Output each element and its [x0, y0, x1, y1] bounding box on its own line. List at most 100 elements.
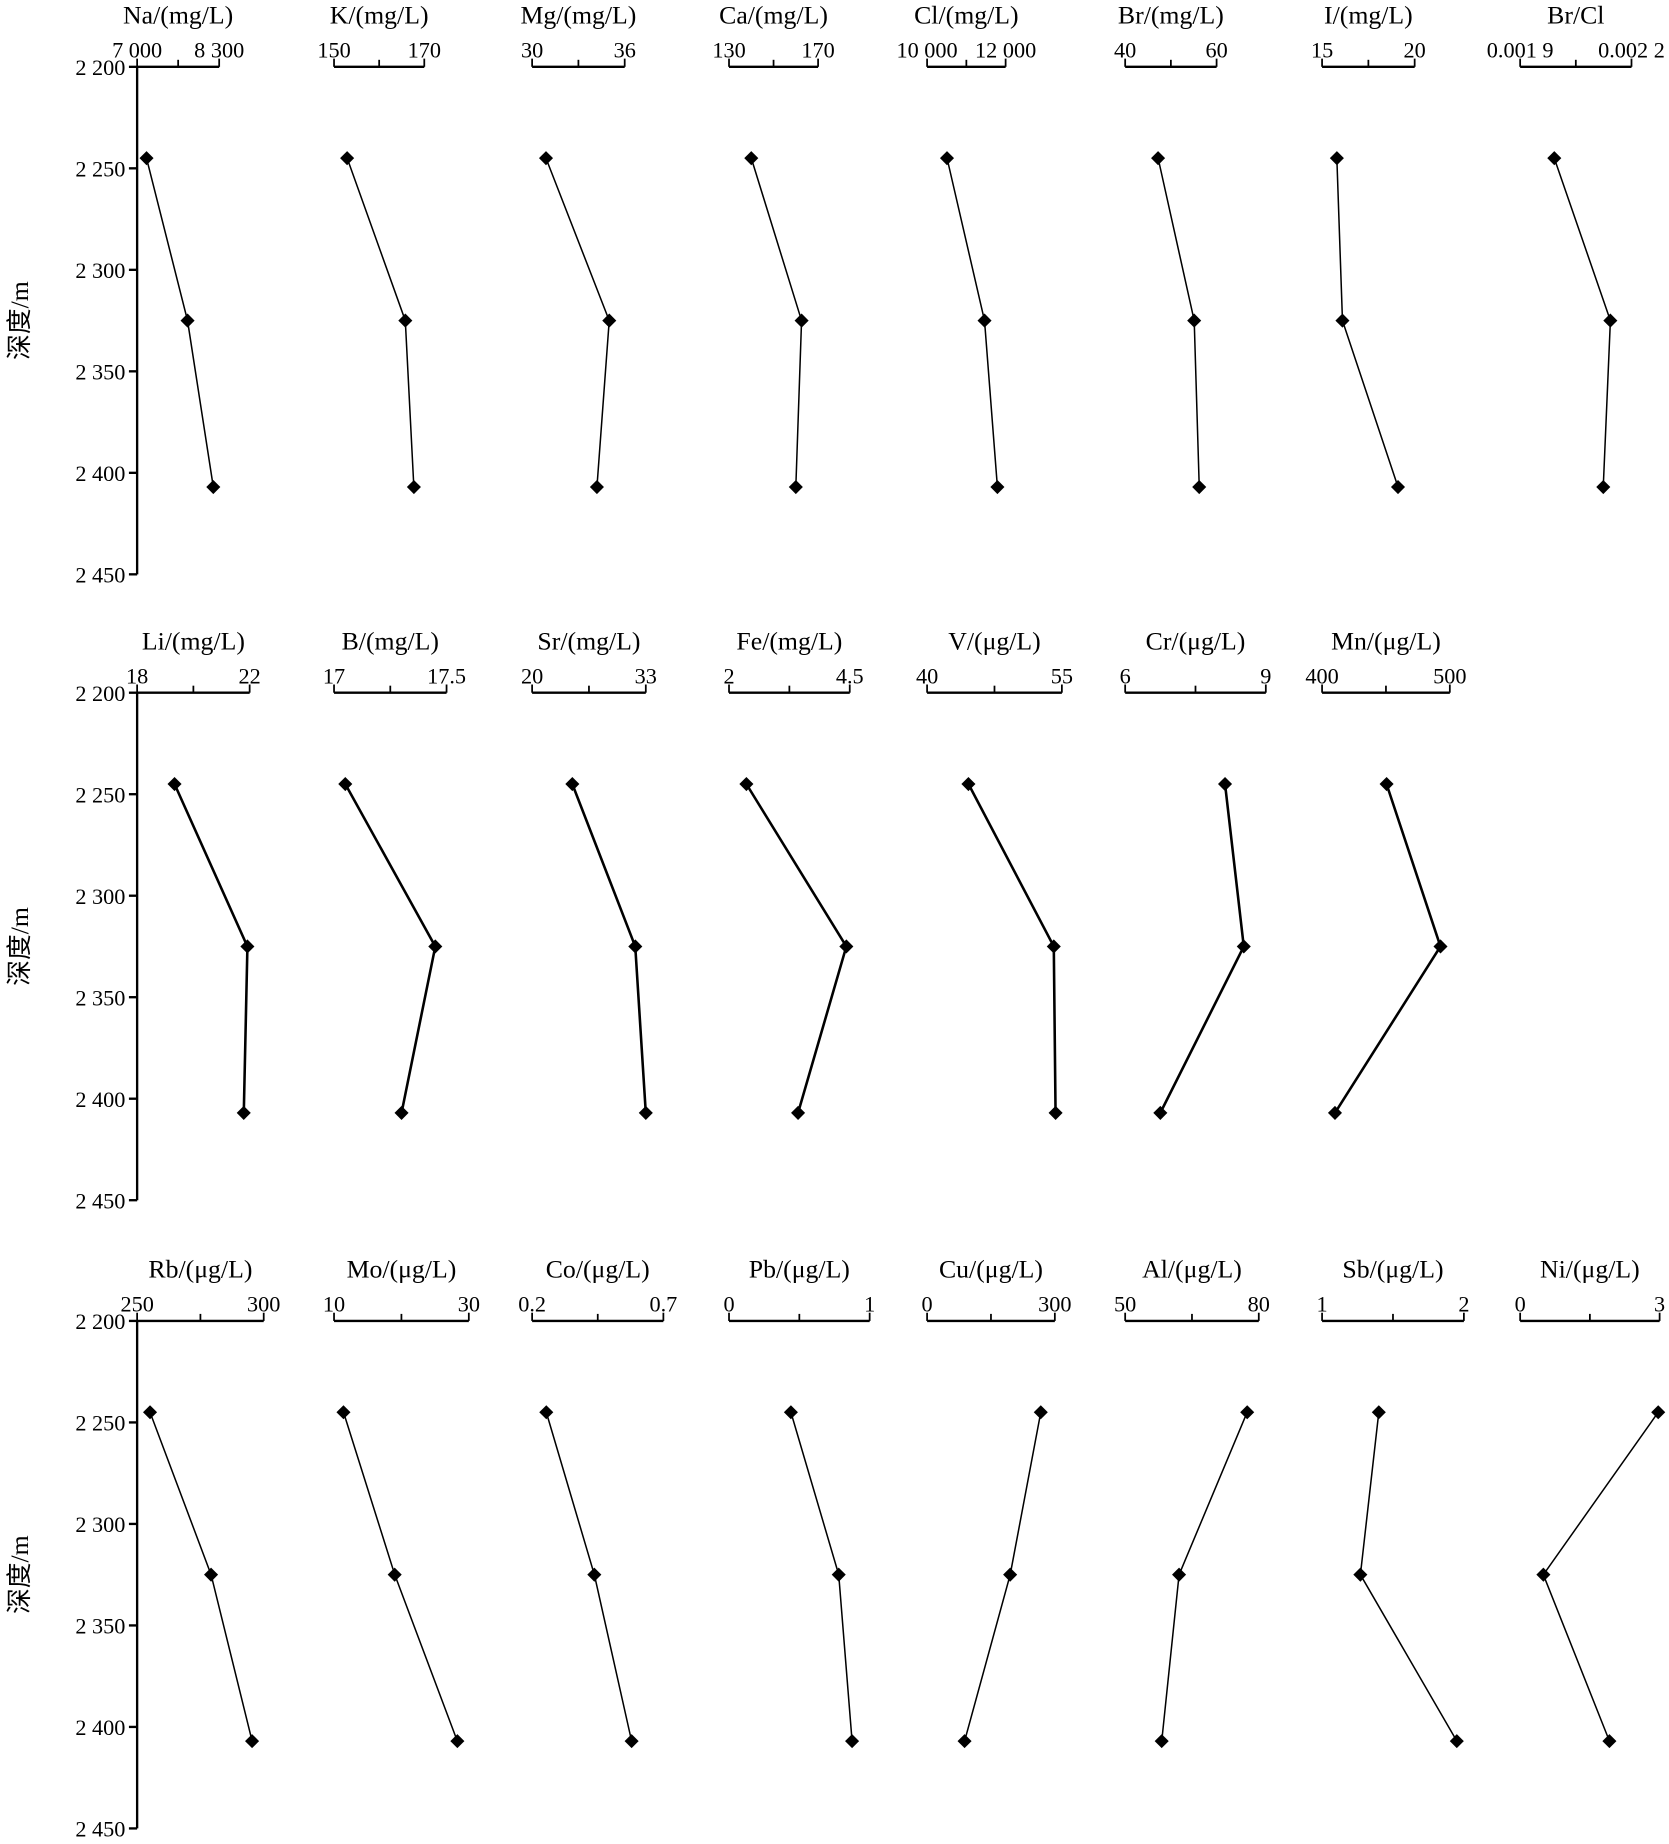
data-point: [336, 1405, 351, 1420]
panel-title: Ca/(mg/L): [719, 0, 828, 29]
x-tick-label: 18: [126, 663, 148, 688]
x-tick-label: 400: [1305, 663, 1338, 688]
data-point: [1390, 480, 1406, 495]
panel-title: Br/(mg/L): [1118, 0, 1224, 29]
y-tick-label: 2 350: [75, 1614, 125, 1639]
data-point: [204, 1567, 219, 1582]
y-tick-label: 2 300: [75, 1512, 125, 1537]
data-point: [977, 313, 992, 328]
data-point: [1371, 1405, 1386, 1420]
data-point: [1003, 1567, 1018, 1582]
panel-title: Sb/(μg/L): [1342, 1255, 1443, 1284]
data-point: [1547, 151, 1562, 166]
profile-line: [745, 783, 848, 1114]
x-tick-label: 7 000: [112, 37, 162, 62]
data-point: [1327, 1105, 1343, 1120]
data-point: [206, 480, 221, 495]
data-point: [1379, 777, 1394, 792]
panel-title: Mn/(μg/L): [1331, 626, 1441, 655]
data-point: [961, 777, 976, 792]
data-point: [236, 1105, 251, 1120]
x-tick-label: 0: [922, 1292, 933, 1317]
panel-title: B/(mg/L): [342, 626, 439, 655]
x-tick-label: 0: [1515, 1292, 1526, 1317]
data-point: [1046, 939, 1061, 954]
panel-title: Cu/(μg/L): [939, 1255, 1043, 1284]
x-tick-label: 0.001 9: [1487, 37, 1554, 62]
x-tick-label: 30: [458, 1292, 480, 1317]
profile-line: [149, 1411, 253, 1742]
x-tick-label: 60: [1205, 37, 1227, 62]
data-point: [939, 151, 955, 166]
x-tick-label: 2: [723, 663, 734, 688]
y-tick-label: 2 350: [75, 985, 125, 1010]
panel-title: Fe/(mg/L): [736, 626, 842, 655]
x-tick-label: 12 000: [975, 37, 1036, 62]
y-tick-label: 2 450: [75, 1817, 125, 1839]
panel-title: Na/(mg/L): [123, 0, 233, 29]
x-tick-label: 40: [916, 663, 938, 688]
x-tick-label: 30: [521, 37, 543, 62]
profile-line: [342, 1412, 459, 1742]
data-point: [1651, 1405, 1666, 1420]
data-point: [1603, 313, 1618, 328]
data-point: [1433, 939, 1448, 954]
profile-line: [1333, 783, 1442, 1114]
profile-line: [173, 783, 249, 1113]
profile-line: [145, 157, 215, 488]
profile-line: [750, 157, 803, 488]
profile-line: [946, 157, 999, 488]
data-point: [589, 480, 604, 495]
x-tick-label: 170: [408, 37, 441, 62]
panel-title: K/(mg/L): [330, 0, 429, 29]
x-tick-label: 250: [120, 1292, 153, 1317]
y-tick-label: 2 250: [75, 782, 125, 807]
profile-line: [963, 1412, 1042, 1742]
panel-title: Sr/(mg/L): [537, 626, 640, 655]
x-tick-label: 10 000: [896, 37, 957, 62]
panel-title: Ni/(μg/L): [1540, 1255, 1640, 1284]
x-tick-label: 9: [1260, 663, 1271, 688]
y-tick-label: 2 400: [75, 461, 125, 486]
x-tick-label: 0.2: [518, 1292, 546, 1317]
profile-line: [1542, 1411, 1659, 1742]
data-point: [839, 939, 854, 954]
x-tick-label: 1: [1317, 1292, 1328, 1317]
x-tick-label: 40: [1114, 37, 1136, 62]
x-tick-label: 15: [1311, 37, 1333, 62]
y-axis-label: 深度/m: [5, 281, 34, 360]
x-tick-label: 0.002 2: [1598, 37, 1665, 62]
data-point: [1033, 1405, 1048, 1420]
data-point: [1602, 1734, 1617, 1749]
y-axis-label: 深度/m: [5, 907, 34, 986]
x-tick-label: 130: [712, 37, 745, 62]
x-tick-label: 2: [1458, 1292, 1469, 1317]
panel-title: Pb/(μg/L): [749, 1255, 850, 1284]
x-tick-label: 0.7: [649, 1292, 677, 1317]
panel-title: Mo/(μg/L): [347, 1255, 457, 1284]
data-point: [783, 1405, 798, 1420]
profile-line: [344, 783, 437, 1114]
y-tick-label: 2 350: [75, 360, 125, 385]
panel-title: Cl/(mg/L): [914, 0, 1018, 29]
data-point: [1353, 1567, 1368, 1582]
data-point: [831, 1567, 846, 1582]
profile-line: [1553, 157, 1612, 488]
data-point: [406, 480, 421, 495]
data-point: [450, 1734, 465, 1749]
data-point: [957, 1734, 972, 1749]
data-point: [1240, 1405, 1255, 1420]
data-point: [1151, 151, 1166, 166]
x-tick-label: 17.5: [427, 663, 466, 688]
x-tick-label: 20: [1404, 37, 1426, 62]
panel-title: I/(mg/L): [1324, 0, 1413, 29]
y-tick-label: 2 450: [75, 1188, 125, 1213]
data-point: [398, 313, 413, 328]
x-tick-label: 80: [1248, 1292, 1270, 1317]
x-tick-label: 8 300: [194, 37, 244, 62]
x-tick-label: 0: [723, 1292, 734, 1317]
data-point: [245, 1734, 260, 1749]
data-point: [428, 939, 443, 954]
panel-title: Al/(μg/L): [1142, 1255, 1242, 1284]
